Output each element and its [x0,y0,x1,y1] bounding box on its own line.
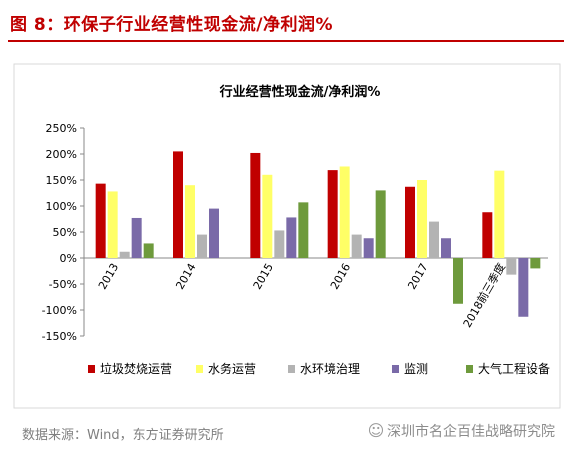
bar [143,243,154,258]
y-tick-label: -100% [42,304,77,317]
bar [453,258,463,304]
bar [375,190,386,258]
bar [95,183,106,258]
bar [262,174,273,258]
legend-swatch [288,365,295,373]
bar [363,238,374,258]
x-tick-label: 2015 [251,261,276,292]
bar [274,230,285,258]
legend-label: 大气工程设备 [478,361,550,376]
legend-label: 水环境治理 [300,361,360,376]
y-tick-label: 50% [53,226,77,239]
wechat-icon: ☺ [367,421,385,440]
x-tick-label: 2013 [96,261,121,292]
bar [530,258,541,269]
legend-swatch [88,365,95,373]
bar [107,191,118,258]
bar [286,217,297,258]
bar [298,202,309,258]
bar [482,212,493,258]
bar [209,208,219,258]
bar [173,151,183,258]
x-tick-label: 2016 [328,261,353,292]
bar [518,258,529,317]
bar [185,185,195,258]
bar [131,217,142,258]
bar [339,166,350,258]
y-tick-label: 250% [46,122,77,135]
x-tick-label: 2017 [405,261,430,292]
bar [441,238,451,258]
bar [417,180,427,258]
figure-title: 图 8：环保子行业经营性现金流/净利润% [10,15,333,35]
source-note: 数据来源：Wind，东方证券研究所 [22,428,224,443]
title-rule [8,40,564,42]
x-tick-label: 2014 [173,261,198,292]
x-tick-label: 2018前三季度 [460,261,508,330]
bar [494,170,505,258]
y-tick-label: 150% [46,174,77,187]
bar [119,251,130,258]
bar [351,234,362,258]
bar [429,221,439,258]
watermark-text: 深圳市名企百佳战略研究院 [387,424,555,440]
bar [506,258,517,275]
legend-swatch [196,365,203,373]
y-tick-label: -150% [42,330,77,343]
legend-swatch [392,365,399,373]
chart-title: 行业经营性现金流/净利润% [219,84,381,100]
bar [197,234,207,258]
legend-swatch [466,365,473,373]
chart-frame [13,63,561,409]
bar [250,152,261,258]
y-tick-label: 200% [46,148,77,161]
legend-label: 水务运营 [208,361,256,376]
legend-label: 监测 [404,362,428,376]
bar [327,170,338,258]
watermark: ☺ 深圳市名企百佳战略研究院 [365,421,555,441]
y-tick-label: 100% [46,200,77,213]
y-tick-label: -50% [49,278,77,291]
legend-label: 垃圾焚烧运营 [100,361,172,376]
y-tick-label: 0% [60,252,77,265]
bar [405,186,415,258]
